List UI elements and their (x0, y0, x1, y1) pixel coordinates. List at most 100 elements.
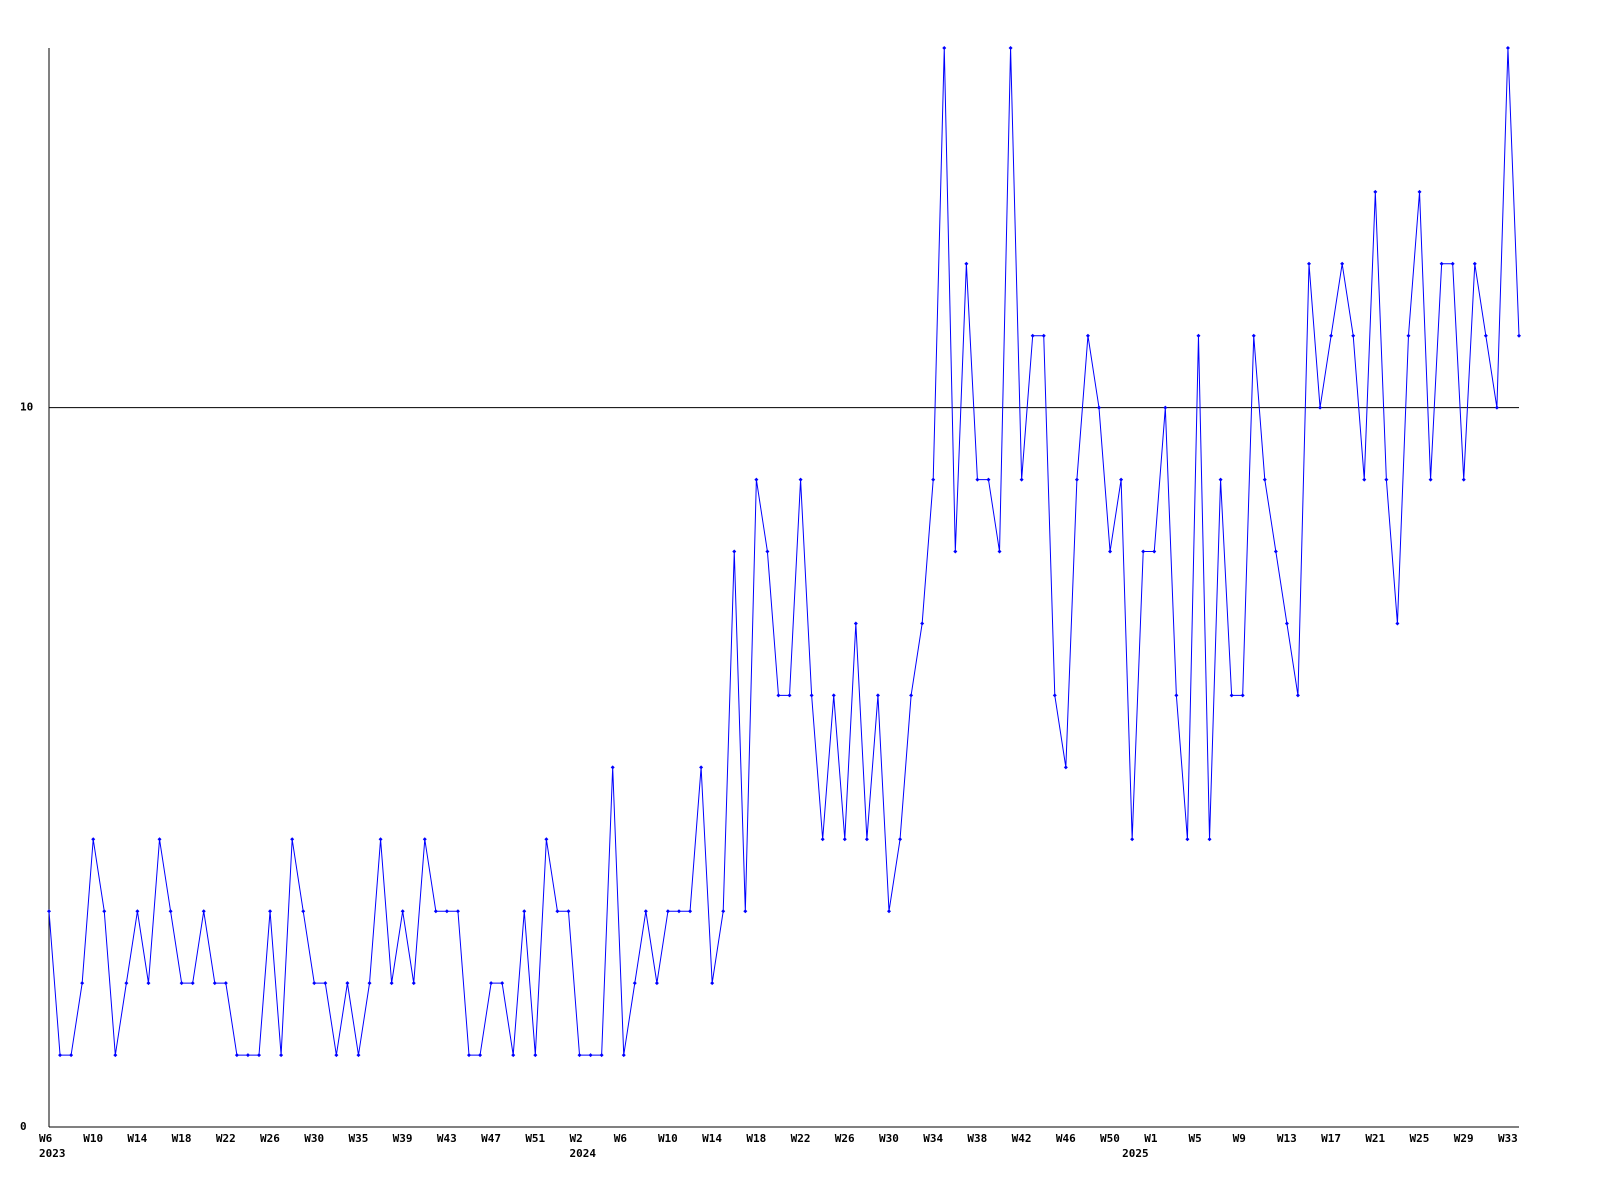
point-marker (1097, 405, 1101, 410)
point-marker (1251, 333, 1256, 338)
y-tick-label: 10 (20, 401, 33, 414)
point-marker (1163, 405, 1168, 410)
series-line (48, 47, 1520, 1056)
point-marker (1052, 693, 1057, 698)
x-tick-label: W21 (1365, 1132, 1385, 1145)
point-marker (1284, 621, 1289, 626)
x-tick-label: W18 (746, 1132, 766, 1145)
point-marker (1362, 477, 1367, 482)
point-marker (1174, 693, 1179, 698)
point-marker (1262, 477, 1267, 482)
point-marker (223, 981, 228, 986)
x-tick-label: W5 (1188, 1132, 1201, 1145)
point-marker (1019, 477, 1024, 482)
point-marker (555, 909, 560, 914)
point-marker (931, 477, 936, 482)
point-marker (721, 909, 726, 914)
point-marker (378, 837, 383, 842)
point-marker (47, 909, 51, 914)
point-marker (1406, 333, 1411, 338)
point-marker (765, 549, 770, 554)
point-marker (853, 621, 858, 626)
point-marker (478, 1053, 483, 1058)
point-marker (500, 981, 505, 986)
x-tick-label: W51 (525, 1132, 545, 1145)
point-marker (168, 909, 173, 914)
point-marker (898, 837, 903, 842)
x-tick-label: W39 (393, 1132, 413, 1145)
point-marker (1517, 333, 1521, 338)
x-tick-label: W13 (1277, 1132, 1297, 1145)
point-marker (1273, 549, 1278, 554)
point-marker (1185, 837, 1190, 842)
point-marker (1384, 477, 1389, 482)
x-tick-label: W17 (1321, 1132, 1341, 1145)
point-marker (455, 909, 460, 914)
x-tick-label: W10 (83, 1132, 103, 1145)
x-tick-label: W10 (658, 1132, 678, 1145)
point-marker (610, 765, 615, 770)
point-marker (699, 765, 704, 770)
point-marker (942, 46, 947, 50)
point-marker (312, 981, 317, 986)
point-marker (80, 981, 85, 986)
point-marker (1439, 261, 1444, 266)
point-marker (179, 981, 184, 986)
point-marker (212, 981, 217, 986)
year-label: 2025 (1122, 1147, 1149, 1160)
point-marker (1351, 333, 1356, 338)
x-tick-label: W42 (1012, 1132, 1032, 1145)
point-marker (887, 909, 891, 914)
point-marker (909, 693, 914, 698)
point-marker (146, 981, 151, 986)
point-marker (654, 981, 659, 986)
x-tick-label: W26 (260, 1132, 280, 1145)
point-marker (1041, 333, 1046, 338)
point-marker (864, 837, 869, 842)
point-marker (1307, 261, 1311, 266)
point-marker (1119, 477, 1124, 482)
x-tick-label: W22 (791, 1132, 811, 1145)
point-marker (588, 1053, 593, 1058)
point-marker (1329, 333, 1334, 338)
point-marker (1130, 837, 1135, 842)
point-marker (367, 981, 372, 986)
year-label: 2024 (570, 1147, 597, 1160)
point-marker (732, 549, 737, 554)
point-marker (920, 621, 925, 626)
point-marker (544, 837, 549, 842)
point-marker (334, 1053, 339, 1058)
point-marker (511, 1053, 516, 1058)
point-marker (1505, 46, 1510, 50)
point-marker (787, 693, 792, 698)
x-tick-label: W43 (437, 1132, 457, 1145)
point-marker (754, 477, 759, 482)
point-marker (411, 981, 416, 986)
y-tick-label: 0 (20, 1120, 27, 1133)
point-marker (69, 1053, 74, 1058)
point-marker (1450, 261, 1455, 266)
x-tick-label: W6 (39, 1132, 53, 1145)
point-marker (1085, 333, 1090, 338)
point-marker (91, 837, 96, 842)
point-marker (710, 981, 715, 986)
point-marker (1196, 333, 1201, 338)
point-marker (776, 693, 781, 698)
point-marker (743, 909, 748, 914)
point-marker (433, 909, 438, 914)
point-marker (323, 981, 328, 986)
point-marker (102, 909, 107, 914)
x-tick-label: W6 (614, 1132, 628, 1145)
point-marker (113, 1053, 118, 1058)
x-tick-label: W35 (348, 1132, 368, 1145)
x-tick-label: W2 (570, 1132, 583, 1145)
point-marker (1152, 549, 1157, 554)
point-marker (1340, 261, 1345, 266)
point-marker (1229, 693, 1234, 698)
x-tick-label: W22 (216, 1132, 236, 1145)
point-marker (257, 1053, 261, 1058)
point-marker (632, 981, 637, 986)
point-marker (677, 909, 681, 914)
